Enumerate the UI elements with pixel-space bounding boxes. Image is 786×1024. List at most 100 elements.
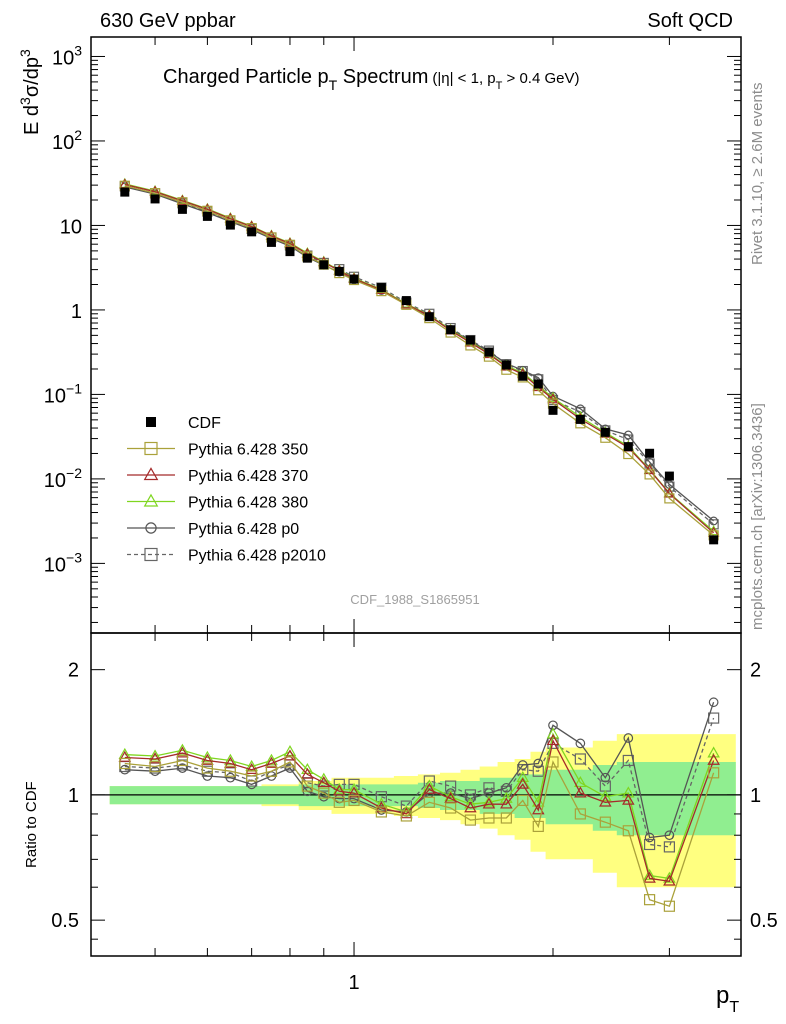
ratio-point-pythia-6-428-350	[708, 767, 720, 779]
analysis-tag: CDF_1988_S1865951	[350, 592, 479, 607]
ratio-point-pythia-6-428-370	[201, 753, 214, 765]
ratio-point-pythia-6-428-350	[464, 814, 477, 826]
main-point-cdf	[484, 347, 494, 357]
ratio-y-tick-label-right: 0.5	[750, 910, 778, 932]
ratio-point-pythia-6-428-370	[265, 756, 278, 768]
main-point-pythia-6-428-p2010	[664, 481, 675, 492]
ratio-point-pythia-6-428-370	[148, 752, 162, 764]
main-point-pythia-6-428-p2010	[644, 458, 655, 469]
ratio-point-pythia-6-428-380	[663, 871, 676, 883]
legend-marker-pythia-6-428-p0	[145, 522, 157, 534]
main-point-cdf	[623, 442, 633, 452]
ratio-point-pythia-6-428-380	[224, 753, 237, 765]
main-point-cdf	[177, 204, 187, 214]
ratio-point-pythia-6-428-350	[547, 756, 559, 768]
ratio-point-pythia-6-428-350	[265, 765, 278, 777]
legend-marker-pythia-6-428-350	[144, 441, 158, 456]
main-frame	[90, 36, 742, 634]
ratio-y-tick-label-right: 1	[750, 785, 761, 807]
main-point-pythia-6-428-370	[284, 237, 296, 248]
ratio-point-pythia-6-428-p2010	[663, 841, 675, 853]
legend-marker-pythia-6-428-p2010	[144, 547, 158, 562]
legend-label-pythia-6-428-370: Pythia 6.428 370	[188, 468, 308, 485]
ratio-point-pythia-6-428-p2010	[574, 753, 586, 765]
legend-label-pythia-6-428-p0: Pythia 6.428 p0	[188, 521, 299, 538]
ratio-point-pythia-6-428-350	[176, 754, 189, 767]
ratio-point-pythia-6-428-380	[599, 790, 612, 802]
main-point-cdf	[247, 227, 257, 237]
main-point-cdf	[424, 312, 434, 322]
ratio-point-pythia-6-428-350	[622, 825, 634, 837]
ratio-point-pythia-6-428-380	[707, 746, 720, 758]
ratio-point-pythia-6-428-350	[574, 808, 586, 820]
ratio-point-pythia-6-428-350	[301, 780, 313, 792]
side-label-top: Rivet 3.1.10, ≥ 2.6M events	[749, 83, 766, 266]
ratio-point-pythia-6-428-370	[500, 797, 513, 809]
ratio-point-pythia-6-428-380	[531, 795, 545, 807]
ratio-point-pythia-6-428-370	[224, 756, 237, 768]
main-point-pythia-6-428-350	[644, 469, 655, 480]
ratio-point-pythia-6-428-350	[224, 765, 236, 777]
main-point-cdf	[709, 535, 719, 545]
ratio-point-pythia-6-428-370	[643, 871, 656, 883]
ratio-point-pythia-6-428-350	[333, 796, 345, 808]
ratio-point-pythia-6-428-p0	[246, 779, 257, 790]
ratio-point-pythia-6-428-350	[445, 802, 457, 814]
ratio-line-pythia-6-428-380	[124, 732, 715, 880]
main-point-cdf	[225, 220, 235, 230]
header-left: 630 GeV ppbar	[100, 10, 236, 32]
ratio-point-pythia-6-428-350	[500, 812, 512, 824]
main-point-cdf	[548, 405, 558, 415]
ratio-point-pythia-6-428-350	[400, 810, 412, 822]
ratio-point-pythia-6-428-350	[201, 762, 213, 774]
plot-area: 1 10−3 10−2 10−1 1 10 102 103 0.5 0.5 1 1 2 2	[44, 36, 778, 994]
main-point-cdf	[349, 274, 359, 284]
main-point-cdf	[575, 414, 585, 424]
main-point-cdf	[319, 260, 329, 270]
legend-marker-pythia-6-428-380	[143, 493, 159, 507]
chart-title: Charged Particle pT Spectrum (|η| < 1, pT…	[163, 66, 579, 93]
main-point-cdf	[600, 427, 610, 437]
ratio-point-pythia-6-428-380	[201, 750, 214, 762]
ratio-point-pythia-6-428-370	[176, 746, 189, 758]
ratio-point-pythia-6-428-p0	[119, 764, 130, 775]
ratio-point-pythia-6-428-380	[118, 747, 132, 759]
ratio-point-pythia-6-428-370	[546, 733, 560, 746]
ratio-point-pythia-6-428-p2010	[532, 765, 544, 777]
ratio-y-tick-label-left: 1	[68, 785, 79, 807]
ratio-point-pythia-6-428-p2010	[643, 838, 656, 851]
ratio-point-pythia-6-428-370	[574, 786, 587, 798]
main-point-pythia-6-428-p0	[623, 430, 633, 440]
ratio-point-pythia-6-428-370	[283, 749, 297, 761]
ratio-line-pythia-6-428-350	[124, 759, 715, 908]
ratio-point-pythia-6-428-370	[317, 775, 331, 788]
legend-label-cdf: CDF	[188, 415, 221, 432]
legend-marker-pythia-6-428-370	[143, 467, 159, 481]
main-point-pythia-6-428-370	[663, 487, 676, 498]
ratio-point-pythia-6-428-p2010	[464, 789, 477, 801]
main-point-cdf	[334, 266, 344, 276]
ratio-point-pythia-6-428-370	[400, 807, 413, 819]
ratio-point-pythia-6-428-380	[265, 753, 278, 765]
ratio-y-tick-label-left: 2	[68, 660, 79, 682]
main-point-cdf	[150, 194, 160, 204]
main-point-pythia-6-428-350	[664, 493, 675, 504]
ratio-point-pythia-6-428-380	[516, 770, 530, 783]
ratio-point-pythia-6-428-350	[663, 900, 675, 912]
ratio-point-pythia-6-428-380	[546, 727, 560, 739]
main-point-cdf	[518, 371, 528, 381]
ratio-point-pythia-6-428-370	[482, 797, 496, 809]
y-tick-label: 1	[71, 301, 82, 323]
ratio-point-pythia-6-428-350	[284, 756, 296, 768]
legend-marker-cdf	[146, 417, 156, 427]
ratio-point-pythia-6-428-350	[599, 816, 611, 828]
legend-label-pythia-6-428-380: Pythia 6.428 380	[188, 495, 308, 512]
ratio-point-pythia-6-428-370	[245, 762, 258, 775]
ratio-point-pythia-6-428-370	[118, 750, 132, 762]
side-label-bottom: mcplots.cern.ch [arXiv:1306.3436]	[749, 403, 766, 630]
ratio-point-pythia-6-428-380	[482, 795, 496, 807]
main-point-cdf	[401, 296, 411, 306]
main-point-cdf	[266, 237, 276, 247]
ratio-point-pythia-6-428-380	[301, 762, 314, 775]
